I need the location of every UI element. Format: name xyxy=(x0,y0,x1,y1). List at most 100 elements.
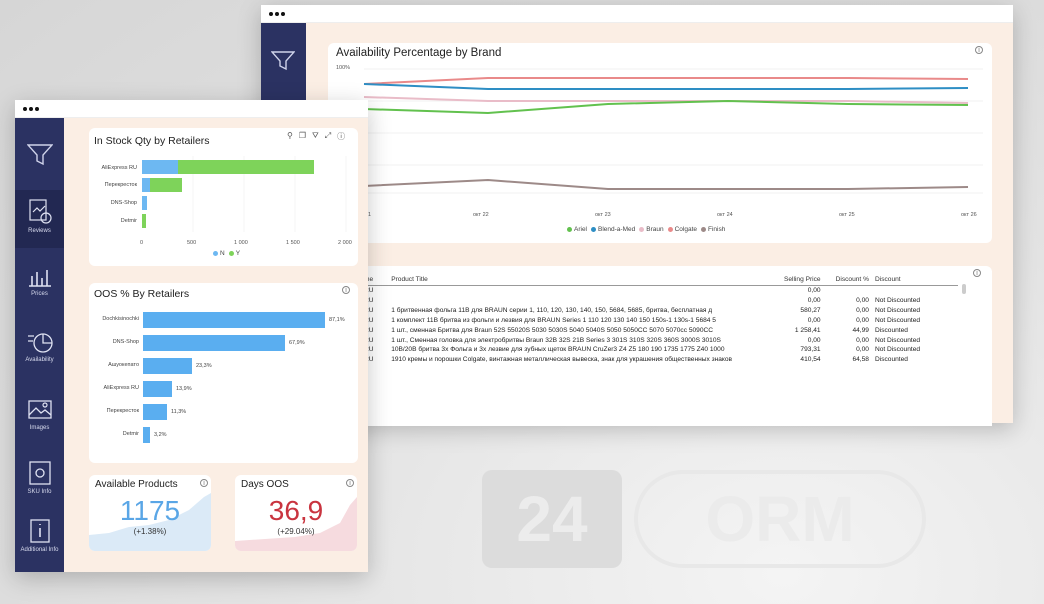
sidebar-item-additional-info[interactable]: Additional Info xyxy=(15,518,64,553)
cell-discount: Not Discounted xyxy=(874,346,921,354)
images-icon xyxy=(27,400,52,419)
nav-label: Images xyxy=(29,425,50,431)
cell-title xyxy=(388,296,764,306)
copy-icon[interactable]: ❐ xyxy=(298,131,307,140)
card-toolbar: ⚲ ❐ ⛛ ⤢ ⓘ xyxy=(287,131,345,142)
availability-card: Availability Percentage by Brand i 100% … xyxy=(328,43,992,243)
oos-label: Dochkisinochki xyxy=(102,316,139,322)
table-row[interactable]: AliExpress RU1 комплект 11B бритва из фо… xyxy=(328,316,958,326)
cell-discount: Discounted xyxy=(874,356,908,364)
expand-icon[interactable]: ⤢ xyxy=(324,131,332,140)
filter-icon[interactable]: ⛛ xyxy=(312,131,319,140)
retailer-label: AliExpress RU xyxy=(101,165,137,171)
cell-title: 1 комплект 11B бритва из фольги и лезвия… xyxy=(391,316,716,324)
oos-card: OOS % By Retailers i Dochkisinochki 87,1%… xyxy=(89,283,358,463)
oos-bar[interactable] xyxy=(143,358,192,374)
back-content: Availability Percentage by Brand i 100% … xyxy=(306,23,1013,426)
nav-label: Prices xyxy=(31,291,48,297)
info-icon[interactable]: i xyxy=(200,479,208,487)
oos-bar[interactable] xyxy=(143,427,150,443)
cell-title: 1 шт., Сменная головка для электробритвы… xyxy=(391,336,721,344)
availability-legend: Ariel Blend-a-Med Braun Colgate Finish xyxy=(567,226,725,233)
x-tick: 2 000 xyxy=(338,240,352,246)
sidebar-item-images[interactable]: Images xyxy=(15,396,64,431)
series-finish xyxy=(363,178,969,190)
window-titlebar xyxy=(261,5,1013,23)
cell-title: 1 шт., сменная Бритва для Braun 52S 5502… xyxy=(391,326,714,334)
window-dots[interactable] xyxy=(23,106,39,111)
info-icon[interactable]: i xyxy=(342,286,350,294)
oos-title: OOS % By Retailers xyxy=(94,288,190,300)
cell-discount xyxy=(872,286,958,296)
sidebar-item-availability[interactable]: Availability xyxy=(15,330,64,363)
availability-title: Availability Percentage by Brand xyxy=(336,47,502,59)
nav-label: Reviews xyxy=(28,228,51,234)
oos-bar[interactable] xyxy=(143,404,167,420)
cell-discount-pct: 0,00 xyxy=(856,306,869,314)
col-price[interactable]: Selling Price xyxy=(764,274,824,286)
oos-value: 67,9% xyxy=(289,340,305,346)
info-icon[interactable]: ⓘ xyxy=(337,132,346,141)
days-oos-value: 36,9 xyxy=(268,495,324,526)
x-tick: окт 22 xyxy=(473,212,489,218)
oos-label: DNS-Shop xyxy=(112,339,139,345)
oos-bar[interactable] xyxy=(143,312,325,328)
availability-icon xyxy=(27,333,53,353)
cell-discount: Discounted xyxy=(874,326,908,334)
cell-discount-pct xyxy=(824,286,872,296)
nav-label: SKU Info xyxy=(27,489,52,495)
main-content: In Stock Qty by Retailers ⚲ ❐ ⛛ ⤢ ⓘ AliE… xyxy=(64,118,368,572)
oos-value: 87,1% xyxy=(329,317,345,323)
info-doc-icon xyxy=(29,519,50,543)
col-title[interactable]: Product Title xyxy=(388,274,765,286)
filter-icon[interactable] xyxy=(270,51,296,76)
info-icon[interactable]: i xyxy=(346,479,354,487)
info-icon[interactable]: i xyxy=(973,269,981,277)
retailer-label: Перекресток xyxy=(104,182,137,188)
table-row[interactable]: AliExpress RU1 шт., сменная Бритва для B… xyxy=(328,326,958,336)
col-discount[interactable]: Discount xyxy=(871,274,958,286)
filter-icon xyxy=(26,144,53,166)
logo-number: 24 xyxy=(482,470,622,568)
nav-label: Availability xyxy=(25,357,54,363)
availability-lines xyxy=(363,68,983,194)
y-axis-label: 100% xyxy=(336,65,351,71)
available-value: 1175 xyxy=(119,495,181,526)
x-tick: окт 24 xyxy=(717,212,733,218)
x-tick: 0 xyxy=(140,240,144,246)
table-row[interactable]: AliExpress RU1 шт., Сменная головка для … xyxy=(328,336,958,346)
bar-detmir-y xyxy=(142,214,146,228)
cell-discount-pct: 0,00 xyxy=(856,296,869,304)
legend-n: N xyxy=(220,250,225,257)
oos-bar[interactable] xyxy=(143,381,172,397)
sidebar-item-reviews[interactable]: Reviews xyxy=(15,190,64,248)
cell-discount: Not Discounted xyxy=(874,336,921,344)
col-discount-pct[interactable]: Discount % xyxy=(823,274,872,286)
sidebar-item-sku-info[interactable]: SKU Info xyxy=(15,460,64,495)
table-scrollbar[interactable] xyxy=(962,284,966,294)
in-stock-chart xyxy=(142,156,347,232)
window-dots[interactable] xyxy=(269,11,285,16)
x-tick: 21 xyxy=(365,212,372,218)
oos-value: 13,9% xyxy=(176,386,192,392)
oos-bar[interactable] xyxy=(143,335,285,351)
cell-title: 1910 кремы и порошки Colgate, винтажная … xyxy=(391,356,733,364)
table-row[interactable]: AliExpress RU1 бритвенная фольга 11B для… xyxy=(328,306,958,316)
x-tick: 500 xyxy=(187,240,197,246)
days-oos-delta: (+29.04%) xyxy=(277,527,315,536)
table-row[interactable]: AliExpress RU0,00 xyxy=(328,286,958,296)
sidebar-item-prices[interactable]: Prices xyxy=(15,264,64,297)
cell-discount-pct: 44,99 xyxy=(852,326,869,334)
cell-price: 1 258,41 xyxy=(794,326,821,334)
cell-discount-pct: 0,00 xyxy=(856,346,869,354)
info-icon[interactable]: i xyxy=(975,46,983,54)
series-braun xyxy=(363,96,969,104)
prices-icon xyxy=(28,270,51,287)
sidebar-item-filter[interactable] xyxy=(15,144,64,166)
cell-price: 0,00 xyxy=(807,287,821,294)
cell-discount-pct: 0,00 xyxy=(856,336,869,344)
pin-icon[interactable]: ⚲ xyxy=(287,131,293,140)
